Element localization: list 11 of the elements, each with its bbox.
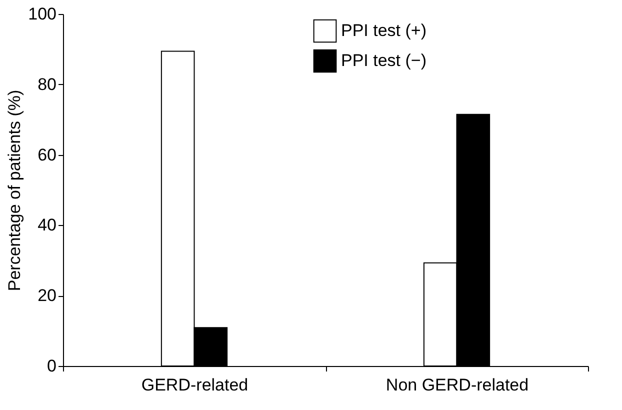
y-tick-label: 100	[28, 4, 56, 24]
legend-label: PPI test (+)	[341, 21, 426, 40]
y-tick-label: 60	[38, 145, 56, 164]
x-tick-label: Non GERD-related	[386, 376, 529, 394]
y-axis-title: Percentage of patients (%)	[5, 90, 24, 292]
y-tick-label: 20	[38, 286, 56, 306]
y-tick-label: 80	[38, 74, 56, 94]
y-tick-label: 40	[38, 216, 56, 235]
legend-label: PPI test (−)	[341, 51, 426, 70]
y-tick-label: 0	[47, 356, 56, 376]
x-tick-label: GERD-related	[141, 376, 248, 394]
